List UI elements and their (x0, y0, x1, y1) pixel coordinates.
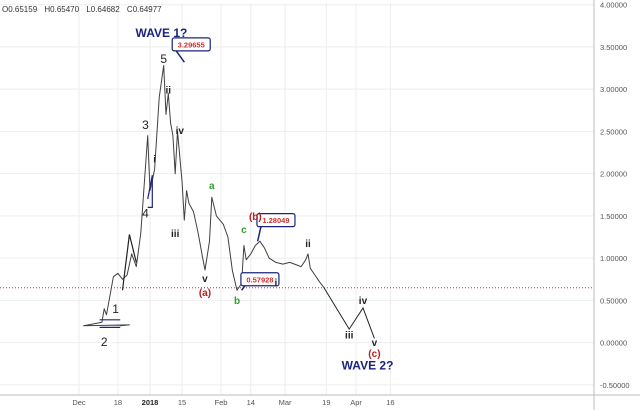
price-line (83, 65, 325, 327)
wave-label: WAVE 2? (342, 359, 394, 373)
x-tick-label: 19 (322, 398, 330, 407)
price-box (256, 213, 296, 228)
y-tick-label: 2.50000 (600, 127, 627, 136)
wave-drawings (99, 175, 153, 328)
wave-label: ii (305, 239, 311, 250)
y-tick-label: 4.00000 (600, 1, 627, 10)
ohlc-high: H0.65470 (44, 5, 80, 14)
wave-label: ii (166, 85, 172, 96)
wave-label: (b) (249, 212, 262, 223)
x-tick-label: 16 (386, 398, 394, 407)
wave-label: 1 (112, 302, 119, 316)
y-tick-label: 3.00000 (600, 85, 627, 94)
chart-grid (0, 3, 594, 395)
ohlc-open: O0.65159 (2, 5, 38, 14)
x-tick-label: 18 (114, 398, 122, 407)
x-tick-label: Apr (350, 398, 362, 407)
y-tick-label: 2.00000 (600, 170, 627, 179)
price-box (171, 37, 211, 52)
price-box-pointer (240, 285, 246, 291)
ohlc-readout: O0.65159 H0.65470 L0.64682 C0.64977 (2, 5, 167, 14)
x-tick-label: 14 (247, 398, 255, 407)
wave-label: i (153, 155, 156, 166)
wave-label: i (275, 278, 278, 289)
wave-label: v (372, 338, 378, 349)
wave-label: 4 (142, 207, 149, 221)
projection-line (323, 287, 375, 339)
y-tick-label: 1.50000 (600, 212, 627, 221)
wave-labels: WAVE 1?53412iiiviiiiav(a)c(b)biiiiiiivv(… (101, 26, 394, 373)
price-box-label: 0.57928 (246, 275, 273, 284)
wave-label: c (241, 225, 247, 236)
price-box (240, 272, 280, 287)
wave-label: b (234, 296, 240, 307)
projection-path (323, 287, 375, 339)
y-tick-label: 3.50000 (600, 43, 627, 52)
wave-label: iv (359, 296, 368, 307)
wave-label: 5 (160, 52, 167, 66)
wave-label: WAVE 1? (136, 26, 188, 40)
x-tick-label: Dec (72, 398, 86, 407)
ohlc-low: L0.64682 (86, 5, 120, 14)
price-series (83, 65, 325, 327)
x-tick-label: 15 (178, 398, 186, 407)
wave-label: (c) (368, 349, 380, 360)
wave-label: iii (345, 330, 354, 341)
price-boxes: 3.29655 1.28049 0.57928 (171, 37, 296, 291)
x-tick-label: Feb (215, 398, 228, 407)
price-box-pointer (256, 226, 262, 242)
wave-line (121, 234, 137, 291)
y-axis-ticks: -0.50000 0.00000 0.50000 1.00000 1.50000 2.00… (600, 1, 630, 390)
price-box-label: 1.28049 (262, 216, 289, 225)
price-box-label: 3.29655 (178, 40, 205, 49)
x-axis-ticks: Dec 18 2018 15 Feb 14 Mar 19 Apr 16 (72, 398, 394, 407)
x-tick-label: Mar (279, 398, 292, 407)
wave-line (147, 175, 153, 208)
y-tick-label: 1.00000 (600, 254, 627, 263)
wave-label: v (202, 274, 208, 285)
wave-label: (a) (199, 288, 211, 299)
y-tick-label: 0.50000 (600, 296, 627, 305)
y-tick-label: -0.50000 (600, 381, 630, 390)
wave-label: iv (176, 126, 185, 137)
ohlc-close: C0.64977 (126, 5, 162, 14)
wave-label: 2 (101, 335, 108, 349)
wave-label: 3 (142, 118, 149, 132)
price-box-pointer (175, 50, 185, 63)
y-tick-label: 0.00000 (600, 339, 627, 348)
wave-label: a (209, 181, 215, 192)
x-tick-label: 2018 (142, 398, 159, 407)
wave-label: iii (171, 229, 180, 240)
